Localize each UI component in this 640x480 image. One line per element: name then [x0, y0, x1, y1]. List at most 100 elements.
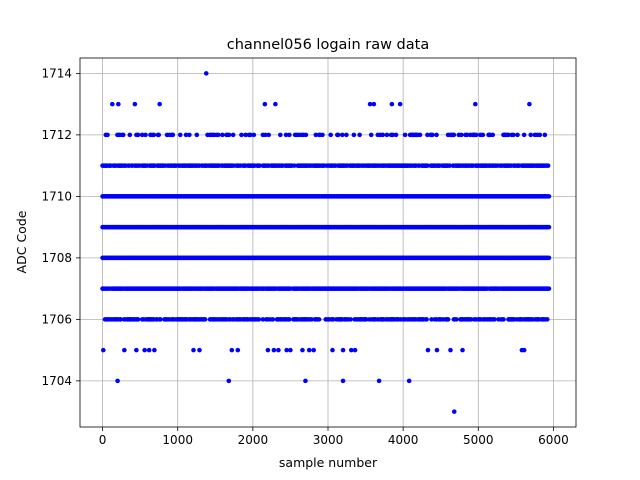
data-point — [292, 163, 297, 168]
data-point — [357, 132, 362, 138]
data-point — [177, 132, 183, 138]
data-point — [384, 132, 390, 138]
data-point — [256, 317, 262, 322]
data-point — [425, 132, 430, 138]
data-point — [303, 132, 309, 138]
x-axis-label: sample number — [279, 455, 378, 470]
data-point — [363, 317, 369, 322]
data-point — [546, 194, 552, 199]
data-point — [546, 224, 552, 230]
data-point — [194, 132, 200, 138]
data-point — [183, 132, 189, 138]
data-point — [146, 347, 152, 353]
data-point — [340, 347, 346, 353]
data-point — [197, 347, 202, 353]
data-point — [287, 317, 292, 322]
data-point — [143, 132, 148, 138]
x-tick-label: 6000 — [538, 433, 569, 447]
data-point — [116, 101, 121, 107]
y-tick-label: 1708 — [41, 251, 72, 265]
data-point — [521, 347, 527, 353]
data-point — [260, 317, 266, 322]
data-point — [527, 101, 532, 107]
data-point — [127, 132, 133, 138]
data-point — [122, 347, 127, 353]
data-point — [351, 132, 357, 138]
data-point — [248, 132, 253, 138]
data-point — [511, 132, 516, 138]
data-point — [340, 378, 346, 384]
data-point — [251, 132, 257, 138]
data-point — [187, 132, 192, 138]
data-point — [542, 132, 548, 138]
data-point — [448, 347, 453, 353]
data-point — [202, 317, 208, 322]
data-point — [157, 101, 162, 107]
data-point — [277, 132, 283, 138]
data-point — [283, 132, 289, 138]
y-tick-label: 1704 — [41, 374, 72, 388]
data-point — [515, 132, 520, 138]
data-point — [425, 163, 430, 168]
data-point — [501, 317, 506, 322]
data-point — [276, 347, 281, 353]
data-point — [135, 132, 141, 138]
data-point — [300, 347, 305, 353]
data-point — [459, 132, 464, 138]
data-point — [311, 347, 317, 353]
data-point — [118, 317, 124, 322]
data-point — [215, 132, 221, 138]
data-point — [257, 163, 262, 168]
data-point — [344, 132, 349, 138]
data-point — [492, 317, 497, 322]
y-tick-label: 1706 — [41, 312, 72, 326]
data-point — [380, 132, 386, 138]
axis-ticks: 0 1000 2000 3000 4000 5000 6000 1704 1706 1708 171… — [41, 66, 568, 447]
data-point — [105, 132, 110, 138]
data-point — [139, 132, 145, 138]
data-point — [546, 255, 552, 261]
data-point — [544, 317, 550, 322]
data-point — [284, 347, 289, 353]
data-point — [262, 101, 268, 107]
data-point — [348, 317, 353, 322]
data-point — [134, 347, 139, 353]
data-point — [397, 101, 403, 107]
y-axis-label: ADC Code — [14, 210, 29, 273]
data-point — [367, 101, 373, 107]
data-point — [271, 347, 277, 353]
data-point — [468, 317, 474, 322]
data-point — [152, 347, 157, 353]
data-point — [417, 132, 423, 138]
data-point — [545, 163, 551, 168]
data-point — [229, 347, 235, 353]
data-point — [203, 71, 209, 76]
data-point — [330, 317, 336, 322]
data-point — [265, 347, 271, 353]
data-point — [490, 132, 496, 138]
data-point — [135, 317, 141, 322]
x-tick-label: 2000 — [238, 433, 269, 447]
data-point — [270, 317, 276, 322]
data-point — [460, 347, 465, 353]
data-point — [430, 132, 435, 138]
data-point — [451, 409, 457, 414]
data-point — [451, 132, 457, 138]
data-point — [376, 378, 382, 384]
data-point — [402, 132, 408, 138]
data-point — [158, 317, 163, 322]
data-point — [151, 132, 157, 138]
data-point — [546, 286, 552, 291]
x-tick-label: 4000 — [388, 433, 419, 447]
y-tick-label: 1710 — [41, 189, 72, 203]
data-point — [537, 132, 543, 138]
data-point — [306, 347, 312, 353]
data-point — [473, 101, 478, 107]
data-point — [506, 132, 511, 138]
data-point — [434, 347, 440, 353]
data-point — [320, 132, 325, 138]
data-point — [303, 378, 308, 384]
data-point — [371, 101, 377, 107]
x-tick-label: 0 — [99, 433, 107, 447]
data-point — [313, 132, 319, 138]
